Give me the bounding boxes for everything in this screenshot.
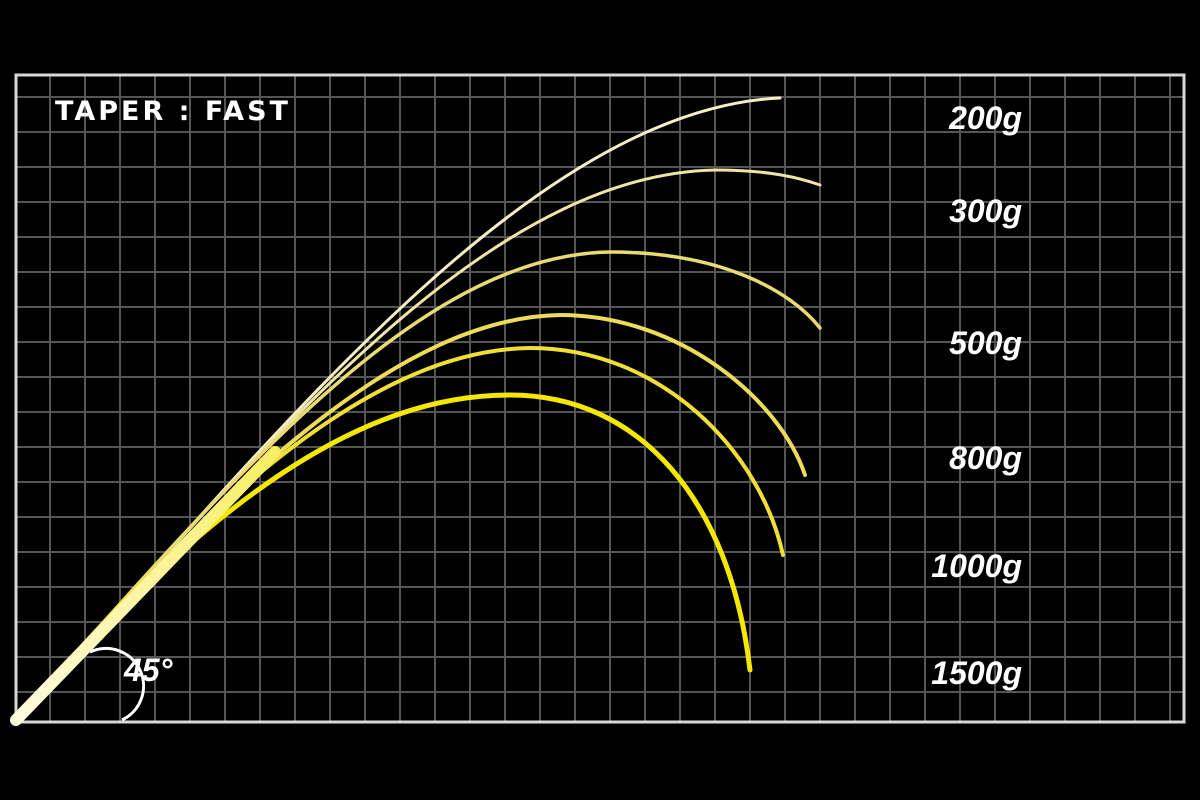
taper-title: TAPER : FAST bbox=[55, 96, 291, 127]
load-label: 1000g bbox=[931, 548, 1022, 584]
angle-label: 45° bbox=[124, 652, 173, 688]
load-label: 300g bbox=[949, 193, 1022, 229]
load-label: 1500g bbox=[931, 655, 1022, 691]
curve-200g bbox=[14, 96, 782, 722]
angle-arc bbox=[89, 646, 146, 722]
frame bbox=[14, 73, 1186, 724]
rod-butt bbox=[10, 446, 281, 726]
curve-500g bbox=[14, 250, 822, 722]
load-label: 500g bbox=[949, 325, 1022, 361]
curve-300g bbox=[14, 168, 822, 722]
load-label: 800g bbox=[949, 440, 1022, 476]
grid bbox=[16, 75, 1184, 722]
bend-curves bbox=[13, 96, 822, 723]
load-label: 200g bbox=[949, 100, 1022, 136]
